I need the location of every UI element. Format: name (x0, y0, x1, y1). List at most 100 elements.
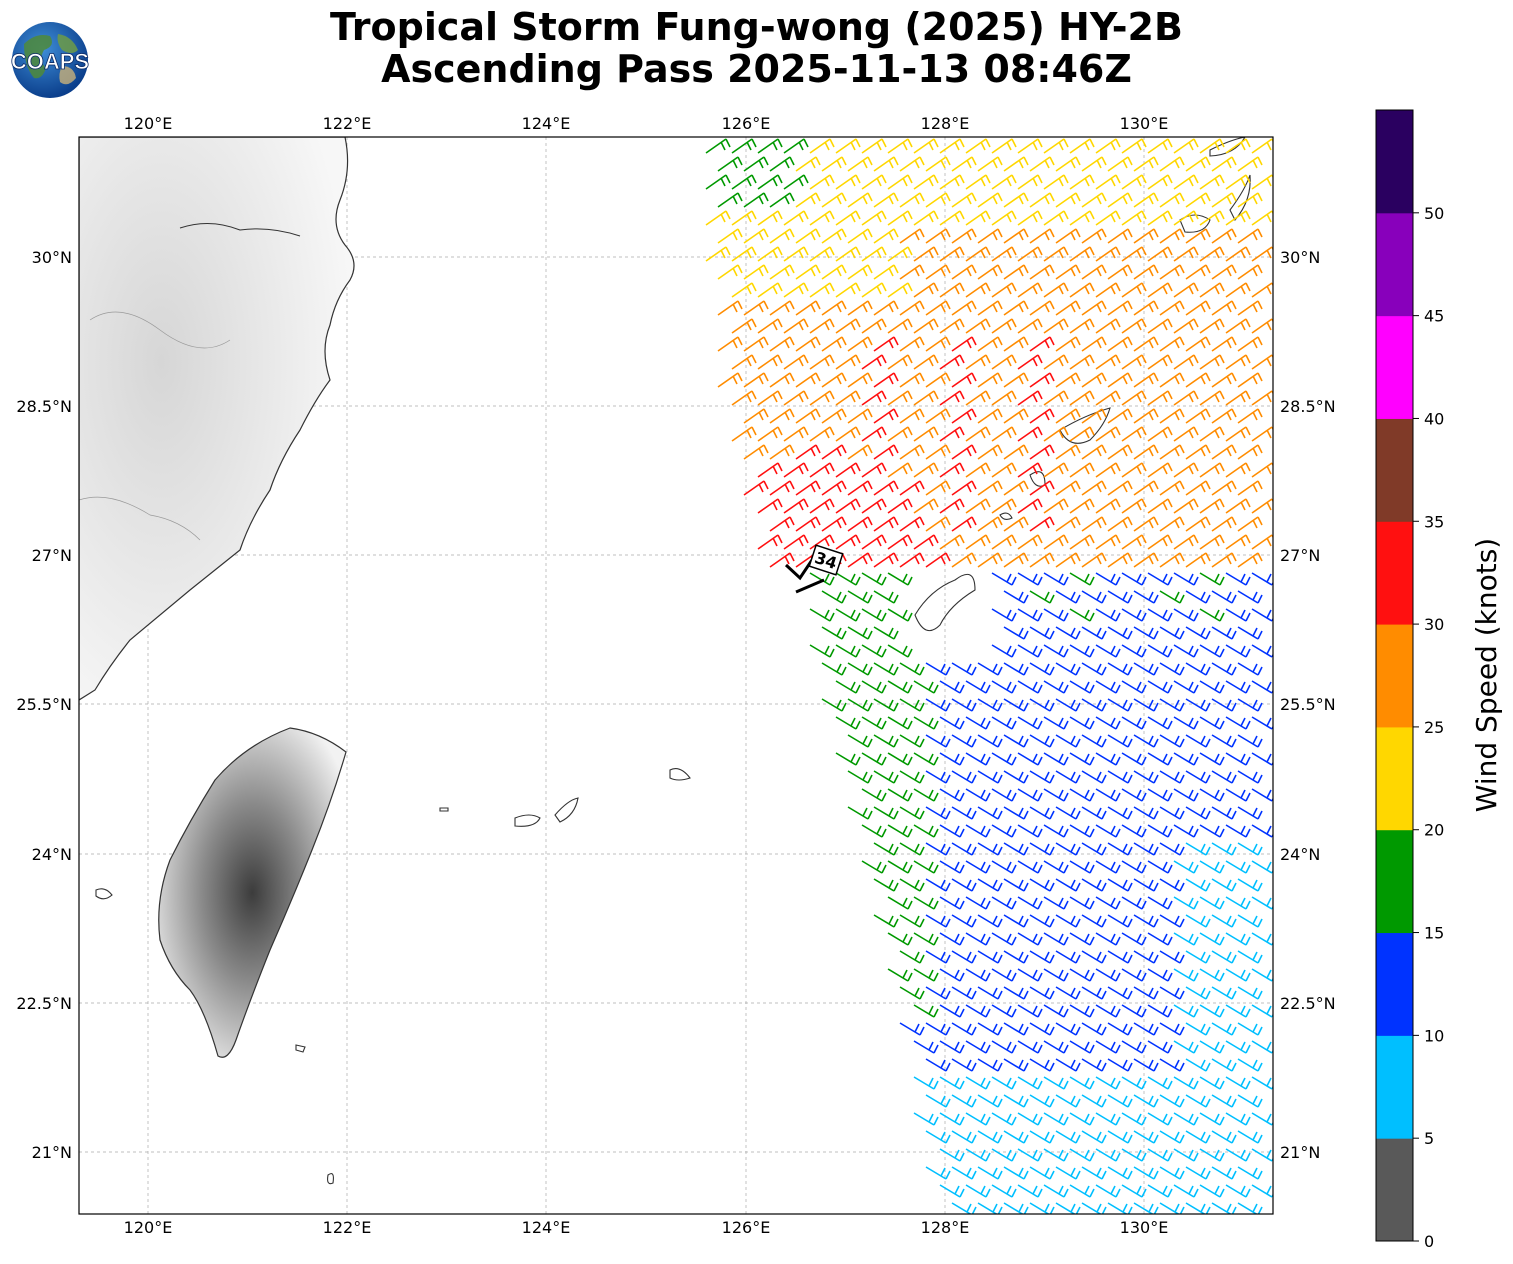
wind-barb (1133, 300, 1159, 316)
wind-barb (1107, 264, 1133, 280)
wind-barb (1199, 716, 1225, 730)
wind-barb (1185, 192, 1211, 208)
wind-barb (1211, 662, 1237, 676)
wind-barb (1199, 138, 1225, 154)
wind-barb (1029, 1166, 1055, 1180)
wind-barb (965, 1004, 991, 1018)
wind-barb (731, 246, 757, 262)
wind-barb (1133, 516, 1159, 532)
wind-barb (1237, 698, 1263, 712)
wind-barb (1225, 572, 1251, 586)
lon-ticks-top: 120°E 122°E 124°E 126°E 128°E 130°E (124, 114, 1169, 133)
wind-barb (861, 716, 887, 730)
wind-barb (1081, 192, 1107, 208)
wind-barb (1095, 644, 1121, 658)
wind-barb (965, 1184, 991, 1198)
wind-barb (1095, 932, 1121, 946)
wind-barb (835, 498, 861, 514)
wind-barb (977, 156, 1003, 172)
wind-barb (1069, 318, 1095, 334)
wind-barb (991, 1112, 1017, 1126)
lon-tick-label-top: 126°E (722, 114, 771, 133)
wind-barb (1003, 1130, 1029, 1144)
wind-barb (887, 210, 913, 226)
wind-barb (1121, 968, 1147, 982)
wind-barb (743, 264, 769, 280)
wind-barb (1107, 590, 1133, 604)
wind-barb (1173, 1148, 1199, 1162)
wind-barb (1095, 1184, 1121, 1198)
wind-barb (1185, 1058, 1211, 1072)
wind-barb (809, 608, 835, 622)
wind-barb (1121, 426, 1147, 442)
wind-barb (1003, 1166, 1029, 1180)
wind-barb (1225, 932, 1251, 946)
wind-barb (977, 1130, 1003, 1144)
wind-barb (821, 408, 847, 424)
wind-barb (899, 770, 925, 784)
wind-barb (1185, 300, 1211, 316)
wind-barb (1133, 228, 1159, 244)
wind-barb (1003, 444, 1029, 460)
wind-barb (873, 590, 899, 604)
wind-barb (1003, 372, 1029, 388)
wind-barb (925, 156, 951, 172)
wind-barb (913, 318, 939, 334)
wind-barb (1095, 1004, 1121, 1018)
wind-barb (1029, 734, 1055, 748)
wind-barb (977, 444, 1003, 460)
wind-barb (1003, 1058, 1029, 1072)
wind-barb (861, 282, 887, 298)
wind-barb (1055, 1202, 1081, 1214)
wind-barb (1225, 968, 1251, 982)
wind-barb (1199, 390, 1225, 406)
wind-barb (1133, 986, 1159, 1000)
lat-ticks-left: 30°N 28.5°N 27°N 25.5°N 24°N 22.5°N 21°N (16, 248, 72, 1162)
wind-barb (1237, 264, 1263, 280)
wind-barb (1043, 680, 1069, 694)
wind-barb (1003, 626, 1029, 640)
wind-barb (951, 408, 977, 424)
wind-barb (1003, 662, 1029, 676)
wind-barb (1095, 318, 1121, 334)
wind-barb (899, 986, 925, 1000)
wind-barb (731, 318, 757, 334)
wind-barb (939, 462, 965, 478)
wind-barb (1095, 752, 1121, 766)
wind-barb (939, 1040, 965, 1054)
wind-barb (1185, 950, 1211, 964)
wind-barb (1225, 462, 1251, 478)
colorbar-bin (1376, 829, 1413, 934)
wind-barb (757, 534, 783, 550)
colorbar-bin (1376, 726, 1413, 831)
wind-barb (861, 608, 887, 622)
wind-barb (977, 372, 1003, 388)
wind-barb (835, 608, 861, 622)
wind-barb (1159, 878, 1185, 892)
wind-barb (1159, 770, 1185, 784)
wind-barb (1029, 698, 1055, 712)
wind-barb (1029, 372, 1055, 388)
wind-barb (1095, 788, 1121, 802)
wind-barb (991, 680, 1017, 694)
wind-barb (1095, 462, 1121, 478)
wind-barb (1121, 246, 1147, 262)
wind-barb (1043, 426, 1069, 442)
wind-barb (1185, 1094, 1211, 1108)
wind-barb (1121, 354, 1147, 370)
wind-barb (847, 590, 873, 604)
lon-tick-label-top: 122°E (323, 114, 372, 133)
wind-barb (1095, 174, 1121, 190)
wind-barb (991, 968, 1017, 982)
wind-barb (1017, 932, 1043, 946)
wind-barb (887, 752, 913, 766)
wind-barb (861, 644, 887, 658)
wind-barb (887, 390, 913, 406)
wind-barb (1237, 734, 1263, 748)
wind-barb (1017, 680, 1043, 694)
wind-barb (1095, 282, 1121, 298)
wind-barb (1017, 1004, 1043, 1018)
wind-barb (887, 354, 913, 370)
wind-barb (1199, 174, 1225, 190)
wind-barb (925, 914, 951, 928)
